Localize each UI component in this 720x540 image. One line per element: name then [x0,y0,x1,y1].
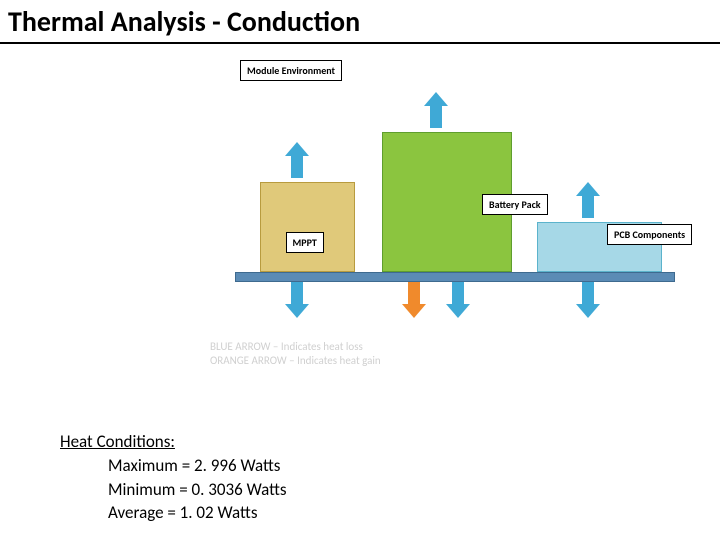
conduction-diagram: Module Environment MPPT Battery Pack PCB… [200,60,680,360]
heat-loss-arrow [582,282,594,304]
heat-loss-arrow [430,106,442,128]
heat-conditions: Heat Conditions: Maximum = 2. 996 Watts … [60,430,287,525]
mppt-label: MPPT [286,232,324,253]
heat-gain-arrow [408,282,420,304]
heat-loss-arrow [291,282,303,304]
heat-conditions-title: Heat Conditions: [60,430,287,454]
arrow-head-icon [576,182,600,196]
heat-conditions-max: Maximum = 2. 996 Watts [60,454,287,478]
arrow-head-icon [402,304,426,318]
arrow-head-icon [576,304,600,318]
legend-line-2: ORANGE ARROW – Indicates heat gain [210,354,381,367]
heat-conditions-avg: Average = 1. 02 Watts [60,501,287,525]
battery-label: Battery Pack [482,194,548,215]
heat-loss-arrow [452,282,464,304]
base-plate [235,272,675,282]
arrow-head-icon [285,304,309,318]
heat-loss-arrow [582,196,594,218]
mppt-block [260,182,355,272]
heat-loss-arrow [291,156,303,178]
pcb-label: PCB Components [607,224,692,245]
legend-line-1: BLUE ARROW – Indicates heat loss [210,340,363,353]
arrow-head-icon [446,304,470,318]
page-title: Thermal Analysis - Conduction [8,4,360,39]
arrow-head-icon [424,92,448,106]
heat-conditions-min: Minimum = 0. 3036 Watts [60,478,287,502]
title-underline [0,42,720,44]
module-environment-label: Module Environment [240,60,342,81]
arrow-head-icon [285,142,309,156]
